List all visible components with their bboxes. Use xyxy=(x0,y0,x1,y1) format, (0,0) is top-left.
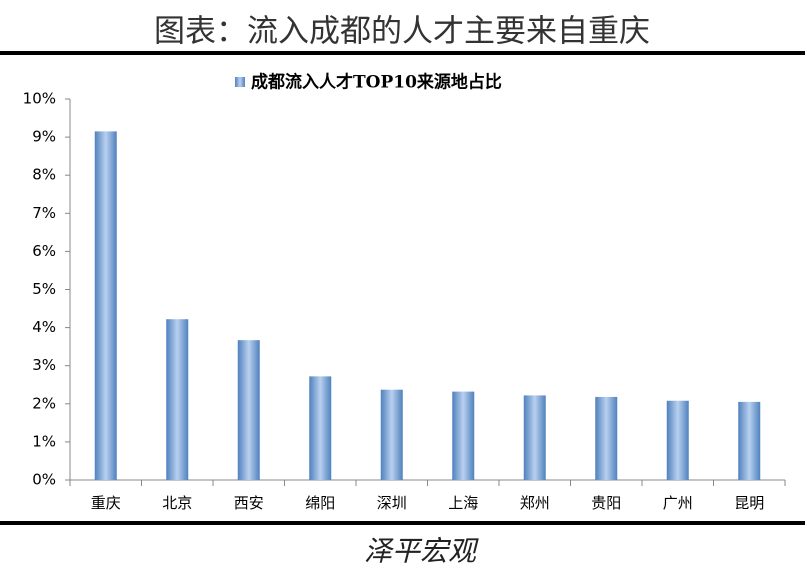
x-tick-label: 绵阳 xyxy=(305,494,335,512)
bar xyxy=(166,319,189,480)
x-tick-label: 贵阳 xyxy=(591,494,621,512)
y-tick-label: 10% xyxy=(23,90,56,108)
y-tick-label: 9% xyxy=(32,128,56,146)
x-tick-label: 昆明 xyxy=(734,494,764,512)
y-tick-label: 0% xyxy=(32,471,56,489)
x-tick-label: 广州 xyxy=(663,494,693,512)
y-tick-label: 7% xyxy=(32,204,56,222)
legend-label: 成都流入人才TOP10来源地占比 xyxy=(251,72,502,93)
y-tick-label: 5% xyxy=(32,280,56,298)
bar xyxy=(452,391,475,480)
y-tick-label: 8% xyxy=(32,166,56,184)
x-tick-label: 北京 xyxy=(162,494,192,512)
bar xyxy=(595,396,618,480)
bar xyxy=(380,389,403,480)
x-tick-label: 西安 xyxy=(234,494,264,512)
x-tick-label: 深圳 xyxy=(377,494,407,512)
y-tick-label: 3% xyxy=(32,356,56,374)
x-tick-label: 郑州 xyxy=(520,494,550,512)
bar xyxy=(94,131,117,480)
bar xyxy=(523,395,546,480)
footer: 泽平宏观 xyxy=(364,535,479,568)
bar xyxy=(738,401,761,480)
y-tick-label: 2% xyxy=(32,394,56,412)
page-title: 图表：流入成都的人才主要来自重庆 xyxy=(154,14,650,50)
legend-swatch xyxy=(235,77,245,87)
bar xyxy=(666,400,689,480)
bar xyxy=(309,376,332,480)
x-tick-label: 重庆 xyxy=(91,494,121,512)
y-tick-label: 4% xyxy=(32,318,56,336)
y-tick-label: 1% xyxy=(32,432,56,450)
bar xyxy=(237,340,260,480)
x-tick-label: 上海 xyxy=(448,494,478,512)
y-tick-label: 6% xyxy=(32,242,56,260)
